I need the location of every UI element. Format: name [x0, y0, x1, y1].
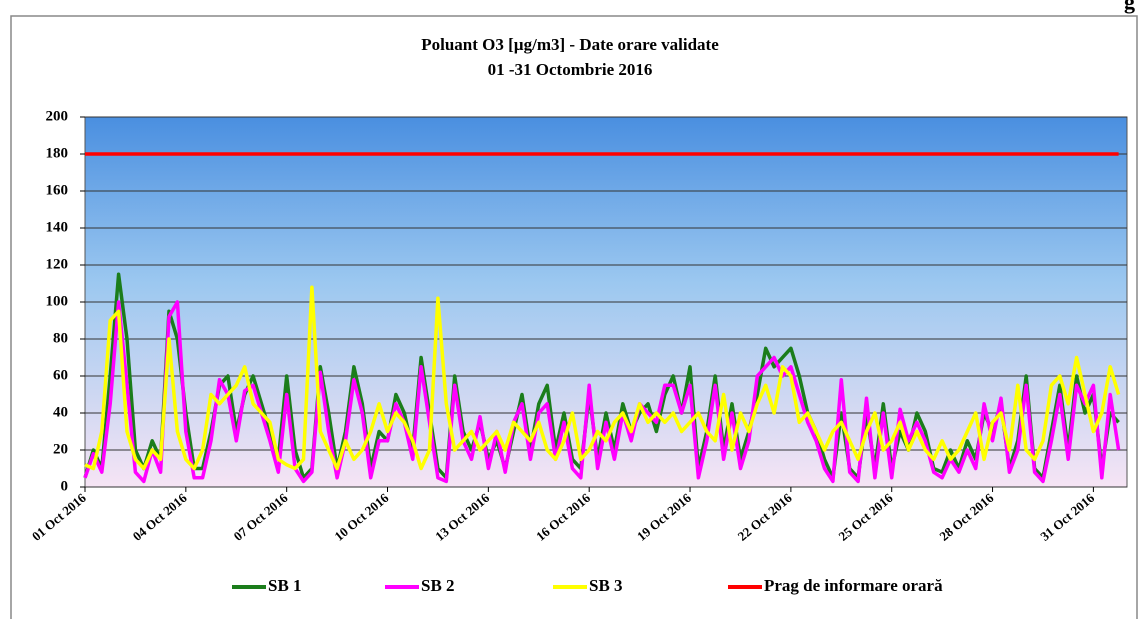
y-tick-label: 100 [46, 293, 69, 309]
y-tick-label: 60 [53, 367, 68, 383]
y-tick-label: 120 [46, 256, 69, 272]
y-tick-label: 0 [61, 478, 69, 494]
y-tick-label: 140 [46, 219, 69, 235]
legend-label: Prag de informare orară [764, 576, 943, 595]
y-tick-label: 20 [53, 441, 68, 457]
legend-label: SB 2 [421, 576, 455, 595]
y-tick-label: 80 [53, 330, 68, 346]
legend-label: SB 1 [268, 576, 302, 595]
y-tick-label: 160 [46, 182, 69, 198]
series-line [83, 300, 1121, 484]
y-tick-label: 180 [46, 145, 69, 161]
y-tick-label: 40 [53, 404, 68, 420]
header-fragment: g [1124, 0, 1135, 14]
chart-subtitle: 01 -31 Octombrie 2016 [488, 60, 653, 79]
series-line [84, 285, 1121, 471]
y-tick-label: 200 [46, 108, 69, 124]
legend-label: SB 3 [589, 576, 623, 595]
chart-title: Poluant O3 [µg/m3] - Date orare validate [421, 35, 719, 54]
